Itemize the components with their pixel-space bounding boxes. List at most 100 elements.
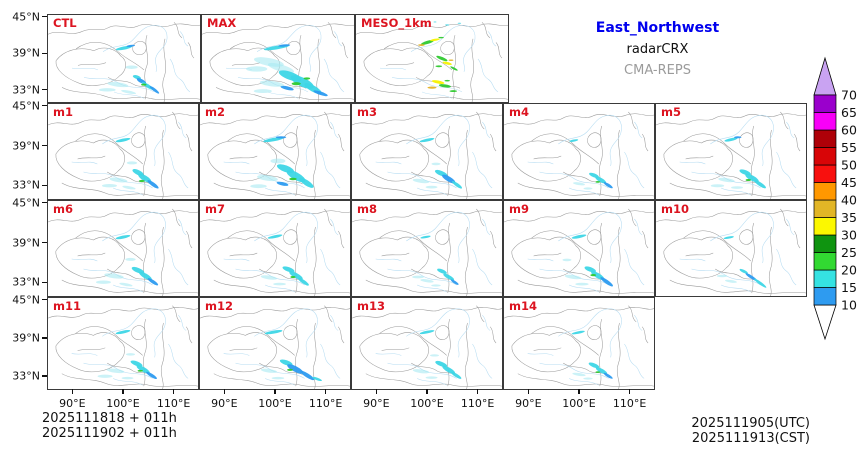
- radar-echo: [723, 236, 734, 240]
- river-line: [634, 315, 643, 331]
- river-line: [391, 77, 463, 93]
- radar-echo: [289, 271, 303, 280]
- radar-echo: [125, 257, 136, 261]
- colorbar-segment: [813, 182, 837, 201]
- province-boundary: [283, 229, 298, 245]
- title-block: East_Northwest radarCRX CMA-REPS: [545, 20, 770, 78]
- river-line: [558, 308, 622, 358]
- province-boundary: [55, 47, 126, 86]
- radar-echo: [141, 83, 147, 86]
- river-line: [539, 171, 609, 189]
- model-title: CMA-REPS: [624, 63, 691, 78]
- colorbar-tick-label: 15: [841, 280, 857, 295]
- radar-echo: [276, 181, 289, 186]
- colorbar-tick-label: 25: [841, 245, 857, 260]
- radar-echo: [115, 330, 131, 335]
- init-time-line1: 2025111818 + 011h: [42, 411, 177, 426]
- panel-label-MAX: MAX: [207, 16, 237, 30]
- colorbar-segment: [813, 287, 837, 306]
- panel-label-m14: m14: [509, 299, 537, 313]
- radar-echo: [98, 88, 116, 92]
- province-boundary: [379, 230, 447, 262]
- province-boundary: [669, 279, 806, 294]
- radar-echo: [590, 274, 597, 277]
- colorbar-tick-label: 35: [841, 210, 857, 225]
- radar-echo: [573, 182, 585, 186]
- river-line: [421, 91, 453, 99]
- radar-echo: [431, 284, 441, 287]
- radar-echo: [303, 77, 311, 80]
- radar-echo: [139, 271, 152, 281]
- river-line: [487, 31, 497, 47]
- colorbar-segment: [813, 147, 837, 166]
- province-boundary: [685, 155, 714, 160]
- radar-echo: [444, 79, 450, 82]
- radar-echo: [589, 172, 599, 178]
- province-boundary: [352, 113, 502, 126]
- province-boundary: [61, 182, 198, 197]
- province-boundary: [616, 322, 621, 389]
- radar-echo: [250, 184, 267, 189]
- river-line: [168, 151, 189, 189]
- province-boundary: [229, 42, 299, 71]
- province-boundary: [359, 332, 429, 373]
- radar-echo: [289, 177, 297, 181]
- province-boundary: [587, 229, 602, 245]
- lon-tick-label: 110°E: [308, 397, 343, 410]
- map-svg-m3: [352, 111, 502, 199]
- province-boundary: [283, 325, 298, 340]
- province-boundary: [160, 322, 165, 389]
- province-boundary: [48, 307, 198, 319]
- lon-tick-label: 100°E: [106, 397, 140, 410]
- panel-label-m12: m12: [205, 299, 233, 313]
- river-line: [558, 212, 622, 264]
- panel-label-m13: m13: [357, 299, 385, 313]
- map-panel-MESO_1km: MESO_1km: [355, 14, 509, 103]
- radar-echo: [450, 279, 459, 285]
- lon-tick-mark: [173, 389, 175, 394]
- valid-time-cst: 2025111913(CST): [691, 431, 810, 447]
- radar-echo: [412, 178, 430, 184]
- radar-echo: [595, 176, 607, 184]
- radar-echo: [450, 66, 458, 71]
- province-boundary: [365, 279, 502, 294]
- river-line: [179, 31, 189, 47]
- radar-echo: [427, 86, 437, 89]
- province-boundary: [616, 226, 621, 296]
- region-title: East_Northwest: [595, 20, 720, 36]
- lat-tick-label: 45°N: [12, 99, 40, 113]
- river-line: [168, 248, 189, 286]
- province-boundary: [324, 111, 345, 152]
- map-svg-m5: [656, 111, 806, 199]
- panel-label-m11: m11: [53, 299, 81, 313]
- colorbar-tick-label: 65: [841, 105, 857, 120]
- river-line: [417, 284, 447, 293]
- map-panel-m14: m14: [503, 297, 655, 390]
- province-boundary: [61, 279, 198, 294]
- river-line: [320, 248, 341, 286]
- province-boundary: [504, 307, 654, 319]
- province-boundary: [213, 373, 350, 387]
- river-line: [102, 212, 166, 264]
- radar-echo: [425, 185, 438, 189]
- radar-echo: [137, 369, 143, 372]
- river-line: [527, 258, 554, 262]
- river-line: [169, 58, 191, 93]
- province-boundary: [476, 208, 497, 249]
- province-boundary: [768, 129, 773, 199]
- radar-echo: [429, 354, 440, 357]
- radar-echo: [724, 137, 738, 142]
- province-boundary: [229, 252, 258, 257]
- province-boundary: [739, 132, 754, 148]
- radar-echo: [420, 279, 434, 283]
- radar-echo: [95, 280, 111, 284]
- province-boundary: [504, 113, 654, 126]
- radar-echo: [583, 187, 593, 190]
- province-boundary: [464, 129, 469, 199]
- province-boundary: [531, 230, 599, 262]
- river-line: [71, 258, 98, 262]
- map-panel-CTL: CTL: [47, 14, 201, 103]
- river-line: [333, 31, 343, 47]
- lon-tick-mark: [274, 389, 276, 394]
- panel-label-m9: m9: [509, 202, 529, 216]
